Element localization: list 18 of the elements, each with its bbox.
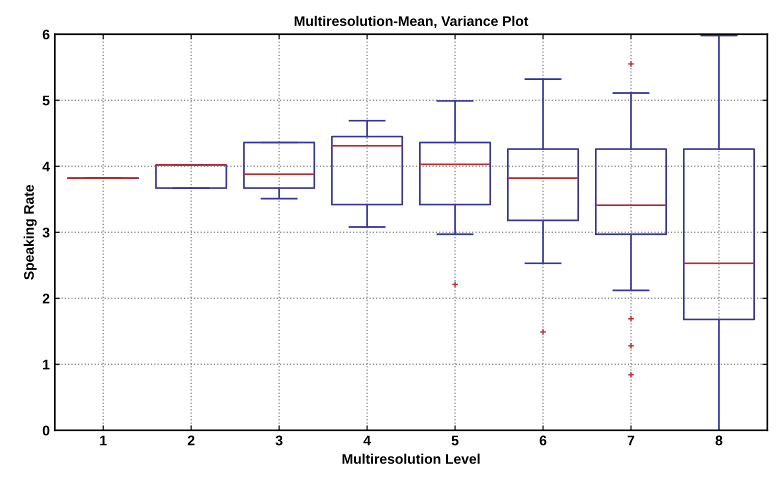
- x-tick-label: 8: [716, 436, 722, 446]
- y-tick-label: 4: [42, 162, 50, 172]
- y-tick-label: 2: [42, 294, 50, 304]
- y-tick-label: 6: [42, 30, 50, 40]
- y-tick-label: 1: [43, 360, 50, 370]
- chart-title: Multiresolution-Mean, Variance Plot: [294, 16, 528, 28]
- y-tick-label: 5: [42, 96, 50, 106]
- x-axis-title: Multiresolution Level: [342, 454, 480, 464]
- x-tick-label: 3: [276, 436, 282, 446]
- x-tick-label: 5: [452, 436, 459, 446]
- x-tick-label: 1: [100, 436, 107, 446]
- y-tick-label: 3: [42, 228, 50, 238]
- x-tick-label: 2: [188, 436, 194, 446]
- y-tick-label: 0: [42, 426, 50, 436]
- x-tick-label: 6: [540, 436, 546, 446]
- x-tick-label: 4: [363, 436, 371, 446]
- y-axis-title: Speaking Rate: [24, 184, 37, 280]
- x-tick-label: 7: [628, 436, 634, 446]
